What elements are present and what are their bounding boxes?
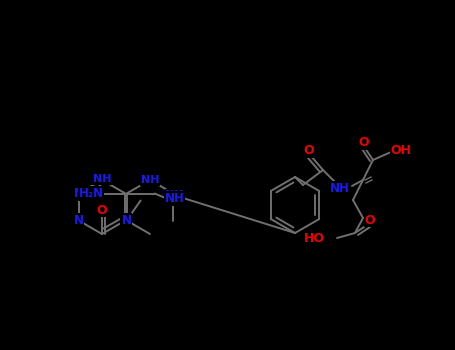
Text: NH: NH (141, 175, 159, 185)
Text: O: O (96, 203, 107, 217)
Text: N: N (74, 187, 84, 200)
Text: NH: NH (165, 192, 185, 205)
Text: N: N (121, 214, 131, 227)
Text: N: N (121, 214, 131, 227)
Text: O: O (303, 145, 314, 158)
Text: HO: HO (304, 231, 325, 245)
Text: NH: NH (93, 174, 111, 184)
Text: N: N (74, 214, 84, 227)
Text: H₂N: H₂N (78, 187, 103, 200)
Text: NH: NH (330, 182, 350, 195)
Text: OH: OH (390, 145, 411, 158)
Text: O: O (365, 214, 375, 226)
Text: O: O (359, 136, 369, 149)
Text: NH: NH (165, 189, 184, 200)
